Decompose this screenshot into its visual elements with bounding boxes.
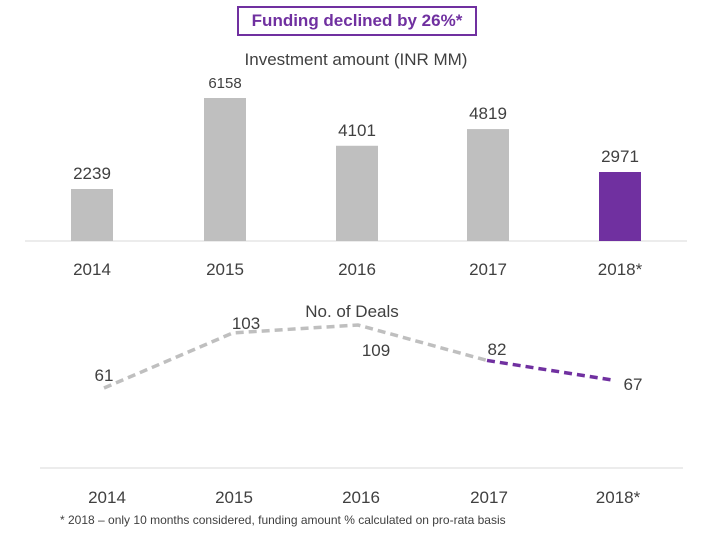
bar-chart-title: Investment amount (INR MM): [245, 50, 468, 69]
line-x-tick-label: 2018*: [596, 488, 641, 507]
bar-value-label: 6158: [208, 75, 241, 92]
deals-value-label: 61: [95, 366, 114, 385]
deals-value-label: 67: [624, 375, 643, 394]
bar-x-tick-label: 2017: [469, 260, 507, 279]
bar-x-tick-label: 2014: [73, 260, 111, 279]
line-chart-title: No. of Deals: [305, 302, 399, 321]
headline-box: Funding declined by 26%*: [237, 6, 477, 36]
bar-2018: [599, 172, 641, 241]
deals-value-label: 82: [488, 340, 507, 359]
bar-value-label: 4819: [469, 104, 507, 123]
line-x-tick-label: 2015: [215, 488, 253, 507]
bar-x-tick-label: 2016: [338, 260, 376, 279]
bar-2017: [467, 129, 509, 241]
deals-value-label: 103: [232, 314, 260, 333]
bar-x-tick-label: 2015: [206, 260, 244, 279]
bar-2016: [336, 145, 378, 241]
deals-line-grey: [103, 323, 488, 390]
bar-value-label: 2239: [73, 164, 111, 183]
line-x-tick-label: 2017: [470, 488, 508, 507]
bar-2014: [71, 189, 113, 241]
deals-line-highlight: [486, 358, 614, 382]
line-x-tick-label: 2014: [88, 488, 126, 507]
bar-value-label: 2971: [601, 147, 639, 166]
deals-value-label: 109: [362, 341, 390, 360]
bar-value-label: 4101: [338, 121, 376, 140]
line-x-tick-label: 2016: [342, 488, 380, 507]
bar-2015: [204, 98, 246, 241]
bar-x-tick-label: 2018*: [598, 260, 643, 279]
headline-text: Funding declined by 26%*: [251, 11, 463, 30]
footnote: * 2018 – only 10 months considered, fund…: [60, 513, 506, 527]
